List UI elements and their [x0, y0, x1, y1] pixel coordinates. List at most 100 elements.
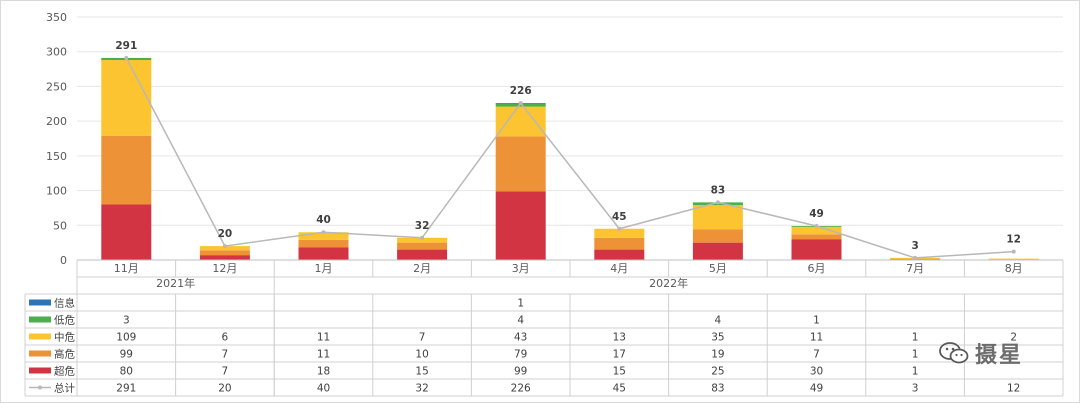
table-cell-value: 109	[116, 332, 136, 344]
x-tick-label: 8月	[1005, 262, 1023, 275]
legend-label: 中危	[54, 331, 75, 344]
table-cell-value: 15	[415, 366, 428, 378]
x-tick-label: 11月	[114, 262, 139, 275]
table-cell-value: 1	[912, 349, 919, 361]
table-cell-value: 291	[116, 383, 136, 395]
x-tick-label: 5月	[709, 262, 727, 275]
total-data-label: 291	[115, 40, 137, 52]
total-data-label: 49	[809, 208, 824, 220]
y-tick-label: 50	[53, 219, 67, 232]
bar-segment	[298, 239, 349, 248]
table-cell-value: 11	[810, 332, 823, 344]
bar-segment	[692, 229, 743, 243]
total-point	[814, 223, 819, 228]
total-data-label: 3	[911, 240, 918, 252]
table-cell-value: 4	[715, 315, 722, 327]
table-cell-value: 25	[711, 366, 724, 378]
wechat-icon	[939, 342, 969, 364]
total-data-label: 12	[1006, 234, 1021, 246]
table-cell-value: 35	[711, 332, 724, 344]
y-tick-label: 150	[46, 150, 67, 163]
x-tick-label: 1月	[315, 262, 333, 275]
bar-segment	[495, 191, 546, 260]
bar-segment	[495, 136, 546, 192]
total-point	[124, 55, 129, 60]
table-cell-value: 11	[317, 332, 330, 344]
bar-segment	[791, 239, 842, 260]
table-cell-value: 7	[222, 366, 229, 378]
bar-segment	[199, 246, 250, 251]
bar-segment	[692, 205, 743, 230]
table-cell-value: 15	[613, 366, 626, 378]
watermark: 摄星	[939, 337, 1023, 369]
x-tick-label: 7月	[906, 262, 924, 275]
legend-key	[29, 333, 51, 340]
table-cell-value: 1	[813, 315, 820, 327]
bar-segment	[199, 255, 250, 260]
legend-key	[29, 367, 51, 374]
year-group-label: 2021年	[156, 276, 195, 290]
table-cell-value: 49	[810, 383, 823, 395]
bar-segment	[397, 249, 448, 260]
legend-label: 超危	[54, 365, 75, 378]
table-cell-value: 30	[810, 366, 823, 378]
y-tick-label: 100	[46, 185, 67, 198]
table-cell-value: 45	[613, 383, 626, 395]
y-tick-label: 250	[46, 80, 67, 93]
table-cell-value: 7	[222, 349, 229, 361]
bar-segment	[495, 106, 546, 137]
bar-segment	[199, 250, 250, 256]
bar-segment	[397, 242, 448, 250]
table-cell-value: 226	[511, 383, 531, 395]
bar-segment	[101, 60, 152, 136]
bar-segment	[594, 237, 645, 250]
table-cell-value: 19	[711, 349, 724, 361]
table-cell-value: 11	[317, 349, 330, 361]
year-group-label: 2022年	[649, 276, 688, 290]
bar-segment	[594, 228, 645, 238]
total-data-label: 226	[510, 85, 532, 97]
y-tick-label: 0	[60, 254, 67, 267]
bar-segment	[692, 242, 743, 260]
total-data-label: 20	[218, 228, 233, 240]
table-cell-value: 99	[120, 349, 133, 361]
bar-segment	[298, 247, 349, 260]
watermark-text: 摄星	[975, 343, 1024, 368]
legend-key	[29, 316, 51, 323]
table-cell-value: 1	[912, 332, 919, 344]
total-point	[222, 244, 227, 249]
total-data-label: 40	[316, 214, 331, 226]
table-cell-value: 7	[813, 349, 820, 361]
table-cell-value: 79	[514, 349, 527, 361]
table-cell-value: 18	[317, 366, 330, 378]
table-cell-value: 80	[120, 366, 133, 378]
table-cell-value: 83	[711, 383, 724, 395]
table-cell-value: 99	[514, 366, 527, 378]
table-cell-value: 4	[517, 315, 524, 327]
legend-label: 高危	[54, 348, 75, 361]
legend-key	[29, 350, 51, 357]
bar-segment	[101, 135, 152, 205]
table-cell-value: 1	[517, 298, 524, 310]
bar-segment	[101, 204, 152, 260]
legend-label: 低危	[54, 314, 75, 327]
legend-key	[29, 299, 51, 306]
table-cell-value: 32	[415, 383, 428, 395]
total-point	[518, 101, 523, 106]
table-cell-value: 3	[912, 383, 919, 395]
table-cell-value: 12	[1007, 383, 1020, 395]
table-cell-value: 1	[912, 366, 919, 378]
legend-key-marker	[38, 385, 42, 390]
total-point	[617, 226, 622, 231]
total-point	[715, 200, 720, 205]
table-cell-value: 43	[514, 332, 527, 344]
total-point	[913, 255, 918, 260]
bar-segment	[594, 249, 645, 260]
table-cell-value: 10	[415, 349, 428, 361]
total-point	[420, 235, 425, 240]
table-cell-value: 13	[613, 332, 626, 344]
table-cell-value: 20	[218, 383, 231, 395]
legend-label: 总计	[54, 382, 75, 395]
table-cell-value: 40	[317, 383, 330, 395]
